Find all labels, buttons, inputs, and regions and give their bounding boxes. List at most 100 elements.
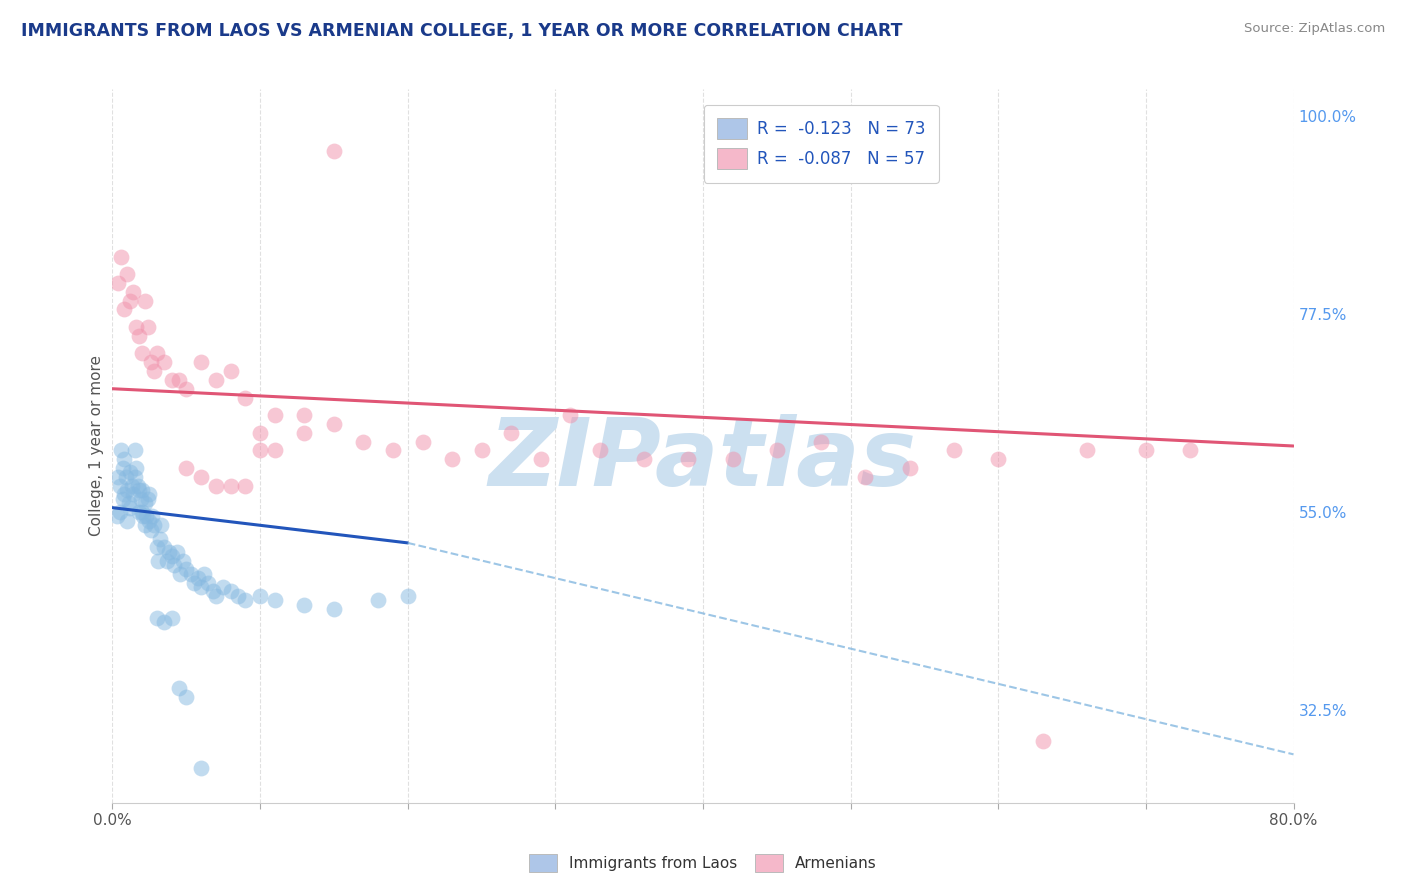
Point: [721, 452, 744, 467]
Point: [441, 452, 464, 467]
Point: [183, 575, 205, 590]
Point: [766, 443, 789, 458]
Point: [107, 276, 129, 290]
Text: Source: ZipAtlas.com: Source: ZipAtlas.com: [1244, 22, 1385, 36]
Point: [855, 470, 877, 484]
Point: [146, 346, 169, 360]
Point: [323, 602, 346, 616]
Point: [122, 285, 145, 299]
Point: [129, 491, 152, 506]
Point: [411, 434, 433, 449]
Point: [167, 681, 190, 696]
Point: [1076, 443, 1098, 458]
Point: [120, 466, 142, 480]
Point: [219, 584, 242, 599]
Point: [352, 434, 374, 449]
Point: [148, 553, 170, 567]
Point: [382, 443, 405, 458]
Point: [136, 320, 159, 334]
Point: [160, 373, 183, 387]
Point: [117, 483, 138, 497]
Point: [117, 514, 138, 528]
Point: [174, 562, 197, 576]
Point: [118, 496, 141, 510]
Point: [167, 373, 190, 387]
Point: [134, 496, 156, 510]
Point: [249, 443, 271, 458]
Point: [226, 589, 249, 603]
Point: [470, 443, 494, 458]
Point: [588, 443, 610, 458]
Point: [1178, 443, 1201, 458]
Point: [292, 408, 315, 422]
Point: [219, 478, 242, 492]
Point: [678, 452, 700, 467]
Point: [396, 589, 419, 603]
Point: [160, 549, 183, 563]
Point: [121, 478, 143, 492]
Point: [180, 566, 202, 581]
Point: [205, 373, 228, 387]
Point: [114, 470, 136, 484]
Point: [633, 452, 655, 467]
Point: [141, 509, 163, 524]
Point: [128, 505, 150, 519]
Legend: R =  -0.123   N = 73, R =  -0.087   N = 57: R = -0.123 N = 73, R = -0.087 N = 57: [703, 104, 939, 183]
Point: [138, 514, 160, 528]
Point: [111, 491, 134, 506]
Point: [212, 580, 235, 594]
Point: [138, 487, 160, 501]
Point: [201, 584, 224, 599]
Point: [124, 443, 146, 458]
Point: [110, 443, 132, 458]
Point: [174, 461, 197, 475]
Point: [111, 461, 134, 475]
Point: [810, 434, 832, 449]
Point: [219, 364, 242, 378]
Point: [132, 509, 155, 524]
Point: [125, 320, 148, 334]
Point: [142, 364, 165, 378]
Point: [233, 478, 256, 492]
Point: [174, 382, 197, 396]
Point: [131, 346, 153, 360]
Point: [501, 425, 523, 440]
Point: [134, 518, 156, 533]
Point: [128, 483, 150, 497]
Text: IMMIGRANTS FROM LAOS VS ARMENIAN COLLEGE, 1 YEAR OR MORE CORRELATION CHART: IMMIGRANTS FROM LAOS VS ARMENIAN COLLEGE…: [21, 22, 903, 40]
Point: [142, 518, 165, 533]
Point: [150, 518, 173, 533]
Point: [153, 541, 176, 555]
Point: [122, 487, 145, 501]
Point: [1135, 443, 1157, 458]
Point: [146, 611, 169, 625]
Point: [187, 571, 209, 585]
Point: [139, 523, 162, 537]
Point: [942, 443, 965, 458]
Point: [107, 470, 129, 484]
Point: [160, 611, 183, 625]
Point: [149, 532, 172, 546]
Point: [163, 558, 186, 572]
Point: [120, 293, 142, 308]
Point: [249, 425, 271, 440]
Point: [197, 575, 219, 590]
Point: [156, 553, 179, 567]
Point: [135, 509, 157, 524]
Point: [190, 355, 212, 369]
Point: [136, 491, 159, 506]
Point: [139, 355, 162, 369]
Point: [157, 545, 180, 559]
Legend: Immigrants from Laos, Armenians: Immigrants from Laos, Armenians: [522, 846, 884, 880]
Point: [153, 355, 176, 369]
Point: [190, 760, 212, 774]
Point: [125, 461, 148, 475]
Point: [558, 408, 582, 422]
Point: [112, 302, 135, 317]
Point: [323, 144, 346, 158]
Point: [233, 391, 256, 405]
Point: [166, 545, 188, 559]
Point: [120, 500, 142, 515]
Point: [190, 470, 212, 484]
Point: [134, 293, 156, 308]
